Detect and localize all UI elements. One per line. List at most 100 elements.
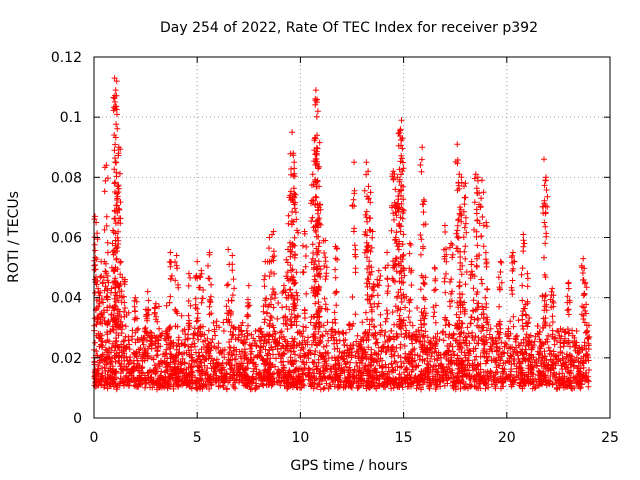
data-point xyxy=(148,330,155,336)
data-point xyxy=(565,337,572,344)
data-point xyxy=(519,371,526,378)
data-point xyxy=(317,386,324,393)
data-point xyxy=(239,376,246,383)
data-point xyxy=(110,368,116,375)
data-point xyxy=(276,335,283,342)
data-point xyxy=(160,383,167,390)
data-point xyxy=(239,319,246,326)
data-point xyxy=(264,352,271,359)
data-point xyxy=(181,342,188,349)
data-point xyxy=(322,349,329,356)
data-point xyxy=(314,384,320,390)
data-point xyxy=(472,365,479,372)
data-point xyxy=(185,364,192,371)
data-point xyxy=(260,340,267,347)
data-point xyxy=(379,357,386,364)
data-point xyxy=(233,346,240,353)
data-point xyxy=(123,343,130,350)
data-point xyxy=(409,340,416,347)
data-point xyxy=(504,357,511,364)
data-point xyxy=(208,344,215,351)
data-point xyxy=(182,331,189,338)
data-point xyxy=(320,375,326,382)
data-point xyxy=(443,364,450,371)
data-point xyxy=(345,352,352,359)
data-point xyxy=(585,346,592,353)
data-point xyxy=(343,378,350,385)
data-point xyxy=(108,359,115,366)
data-point xyxy=(582,372,589,379)
data-point xyxy=(164,328,171,335)
data-point xyxy=(426,379,433,386)
data-point xyxy=(235,366,242,373)
data-point xyxy=(92,339,98,346)
data-point xyxy=(169,353,175,360)
data-point xyxy=(500,368,507,375)
data-point xyxy=(153,352,160,359)
data-point xyxy=(295,366,302,373)
data-point xyxy=(421,378,428,385)
data-point xyxy=(183,382,190,389)
data-point xyxy=(104,385,111,392)
data-point xyxy=(416,375,423,382)
data-point xyxy=(543,379,550,386)
data-point xyxy=(525,358,532,365)
data-point xyxy=(355,353,362,360)
data-point xyxy=(288,348,295,355)
data-point xyxy=(423,366,430,373)
data-point xyxy=(199,375,205,382)
data-point xyxy=(138,365,145,372)
data-point xyxy=(535,331,542,338)
data-point xyxy=(185,343,192,350)
data-point xyxy=(266,331,272,338)
data-point xyxy=(300,328,307,335)
data-point xyxy=(381,332,388,339)
data-point xyxy=(320,322,327,329)
data-point xyxy=(134,357,141,364)
data-point xyxy=(507,318,514,325)
data-point xyxy=(489,341,496,348)
data-point xyxy=(365,372,372,379)
data-point xyxy=(331,346,338,352)
data-point xyxy=(194,356,201,363)
data-point xyxy=(301,382,308,389)
data-point xyxy=(317,339,324,346)
data-point xyxy=(238,327,245,334)
data-point xyxy=(336,348,343,355)
data-point xyxy=(408,368,415,375)
data-point xyxy=(502,340,509,347)
data-point xyxy=(104,329,110,336)
data-point xyxy=(324,374,331,381)
data-point xyxy=(328,328,335,335)
data-point xyxy=(156,325,163,332)
data-point xyxy=(507,352,514,359)
data-point xyxy=(242,349,249,356)
data-point xyxy=(102,375,109,382)
data-point xyxy=(263,360,270,367)
data-point xyxy=(113,335,119,342)
data-point xyxy=(570,357,577,364)
data-point xyxy=(215,383,222,390)
data-point xyxy=(498,339,505,346)
data-point xyxy=(419,377,426,384)
data-point xyxy=(225,379,232,386)
data-point xyxy=(95,365,102,372)
data-point xyxy=(557,344,564,351)
data-point xyxy=(308,381,315,388)
data-point xyxy=(518,376,525,383)
data-point xyxy=(375,356,382,363)
y-tick-label: 0.02 xyxy=(51,351,82,367)
data-point xyxy=(118,361,125,367)
data-point xyxy=(496,334,503,341)
data-point xyxy=(583,329,589,336)
data-point xyxy=(536,336,543,343)
data-point xyxy=(121,337,128,344)
data-point xyxy=(413,328,420,335)
data-point xyxy=(415,362,422,369)
data-point xyxy=(326,382,333,388)
data-point xyxy=(107,328,114,335)
data-point xyxy=(393,376,400,383)
data-point xyxy=(299,381,306,388)
data-point xyxy=(329,375,336,382)
y-tick-label: 0 xyxy=(73,411,82,427)
